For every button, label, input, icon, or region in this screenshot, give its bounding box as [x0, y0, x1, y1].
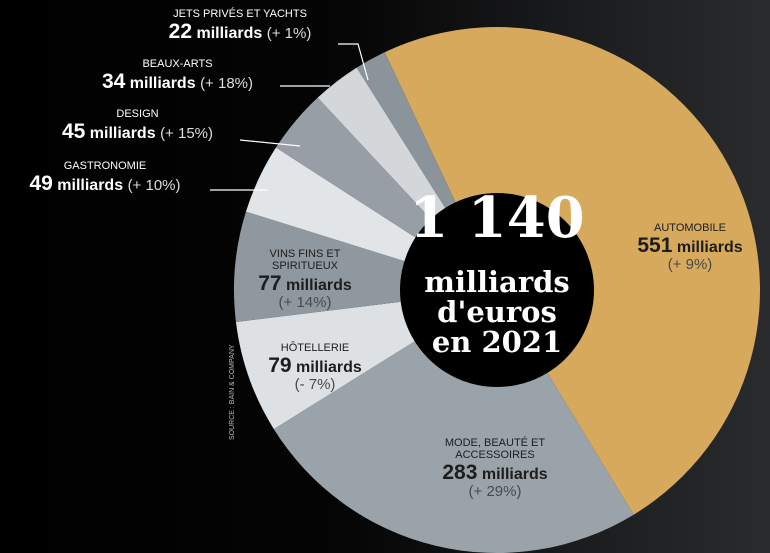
slice — [235, 301, 416, 430]
slice — [317, 67, 446, 220]
change-label: (+ 15%) — [160, 125, 214, 143]
slice-label: DESIGN 45 milliards (+ 15%) — [40, 108, 235, 143]
change-label: (+ 29%) — [468, 483, 522, 501]
slice — [234, 211, 406, 322]
center-line: en 2021 — [432, 325, 562, 359]
value-line: 49 milliards (+ 10%) — [29, 172, 181, 195]
change-label: (+ 14%) — [278, 294, 332, 312]
category-label: GASTRONOMIE — [63, 160, 147, 172]
donut-hole — [400, 193, 594, 387]
change-label: (+ 18%) — [200, 75, 254, 93]
value-line: 551 milliards — [637, 234, 743, 257]
category-label: BEAUX-ARTS — [142, 58, 213, 70]
value-label: 49 — [29, 172, 53, 196]
change-label: (- 7%) — [294, 376, 336, 394]
value-unit: milliards — [196, 25, 263, 43]
slice-label: MODE, BEAUTÉ ET ACCESSOIRES 283 milliards… — [420, 437, 570, 501]
leader-line — [239, 139, 301, 147]
slice — [275, 97, 432, 238]
slice-label: HÔTELLERIE 79 milliards (- 7%) — [250, 342, 380, 394]
value-unit: milliards — [286, 277, 352, 295]
change-label: (+ 9%) — [667, 256, 713, 274]
value-line: 77 milliards — [258, 272, 352, 295]
value-label: 34 — [101, 70, 126, 94]
slice — [356, 52, 456, 209]
slice — [245, 147, 417, 262]
change-label: (+ 10%) — [127, 177, 181, 195]
value-label: 283 — [442, 461, 478, 485]
value-label: 22 — [168, 20, 193, 44]
value-line: 34 milliards (+ 18%) — [102, 70, 254, 93]
value-label: 551 — [637, 234, 673, 258]
category-label: JETS PRIVÉS ET YACHTS — [173, 8, 307, 20]
center-line: milliards — [424, 265, 569, 299]
category-label: AUTOMOBILE — [654, 222, 726, 234]
leader-line — [338, 43, 369, 81]
value-line: 22 milliards (+ 1%) — [169, 20, 312, 43]
slice-label: BEAUX-ARTS 34 milliards (+ 18%) — [75, 58, 280, 93]
value-line: 45 milliards (+ 15%) — [62, 120, 214, 143]
value-unit: milliards — [481, 466, 548, 484]
value-label: 45 — [61, 120, 86, 144]
value-label: 77 — [258, 272, 282, 296]
change-label: (+ 1%) — [266, 25, 312, 43]
slice-label: GASTRONOMIE 49 milliards (+ 10%) — [5, 160, 205, 195]
total: 1 140 — [409, 185, 584, 251]
source: SOURCE : BAIN & COMPANY — [229, 344, 236, 440]
category-label: MODE, BEAUTÉ ET ACCESSOIRES — [444, 437, 546, 462]
center-line: d'euros — [437, 295, 557, 329]
value-unit: milliards — [296, 359, 362, 377]
category-label: VINS FINS ET SPIRITUEUX — [269, 248, 341, 273]
slice — [384, 26, 760, 515]
category-label: HÔTELLERIE — [280, 342, 350, 354]
leaders — [210, 43, 369, 191]
slices — [234, 26, 760, 553]
value-label: 79 — [268, 354, 292, 378]
value-unit: milliards — [89, 125, 156, 143]
value-unit: milliards — [676, 239, 743, 257]
value-unit: milliards — [129, 75, 196, 93]
value-unit: milliards — [57, 177, 124, 195]
value-line: 79 milliards — [268, 354, 362, 377]
slice-label: VINS FINS ET SPIRITUEUX 77 milliards (+ 14… — [245, 248, 365, 312]
value-line: 283 milliards — [442, 461, 548, 484]
category-label: DESIGN — [116, 108, 159, 120]
slice — [273, 340, 634, 553]
slice-label: AUTOMOBILE 551 milliards (+ 9%) — [630, 222, 750, 274]
slice-label: JETS PRIVÉS ET YACHTS 22 milliards (+ 1%) — [145, 8, 335, 43]
